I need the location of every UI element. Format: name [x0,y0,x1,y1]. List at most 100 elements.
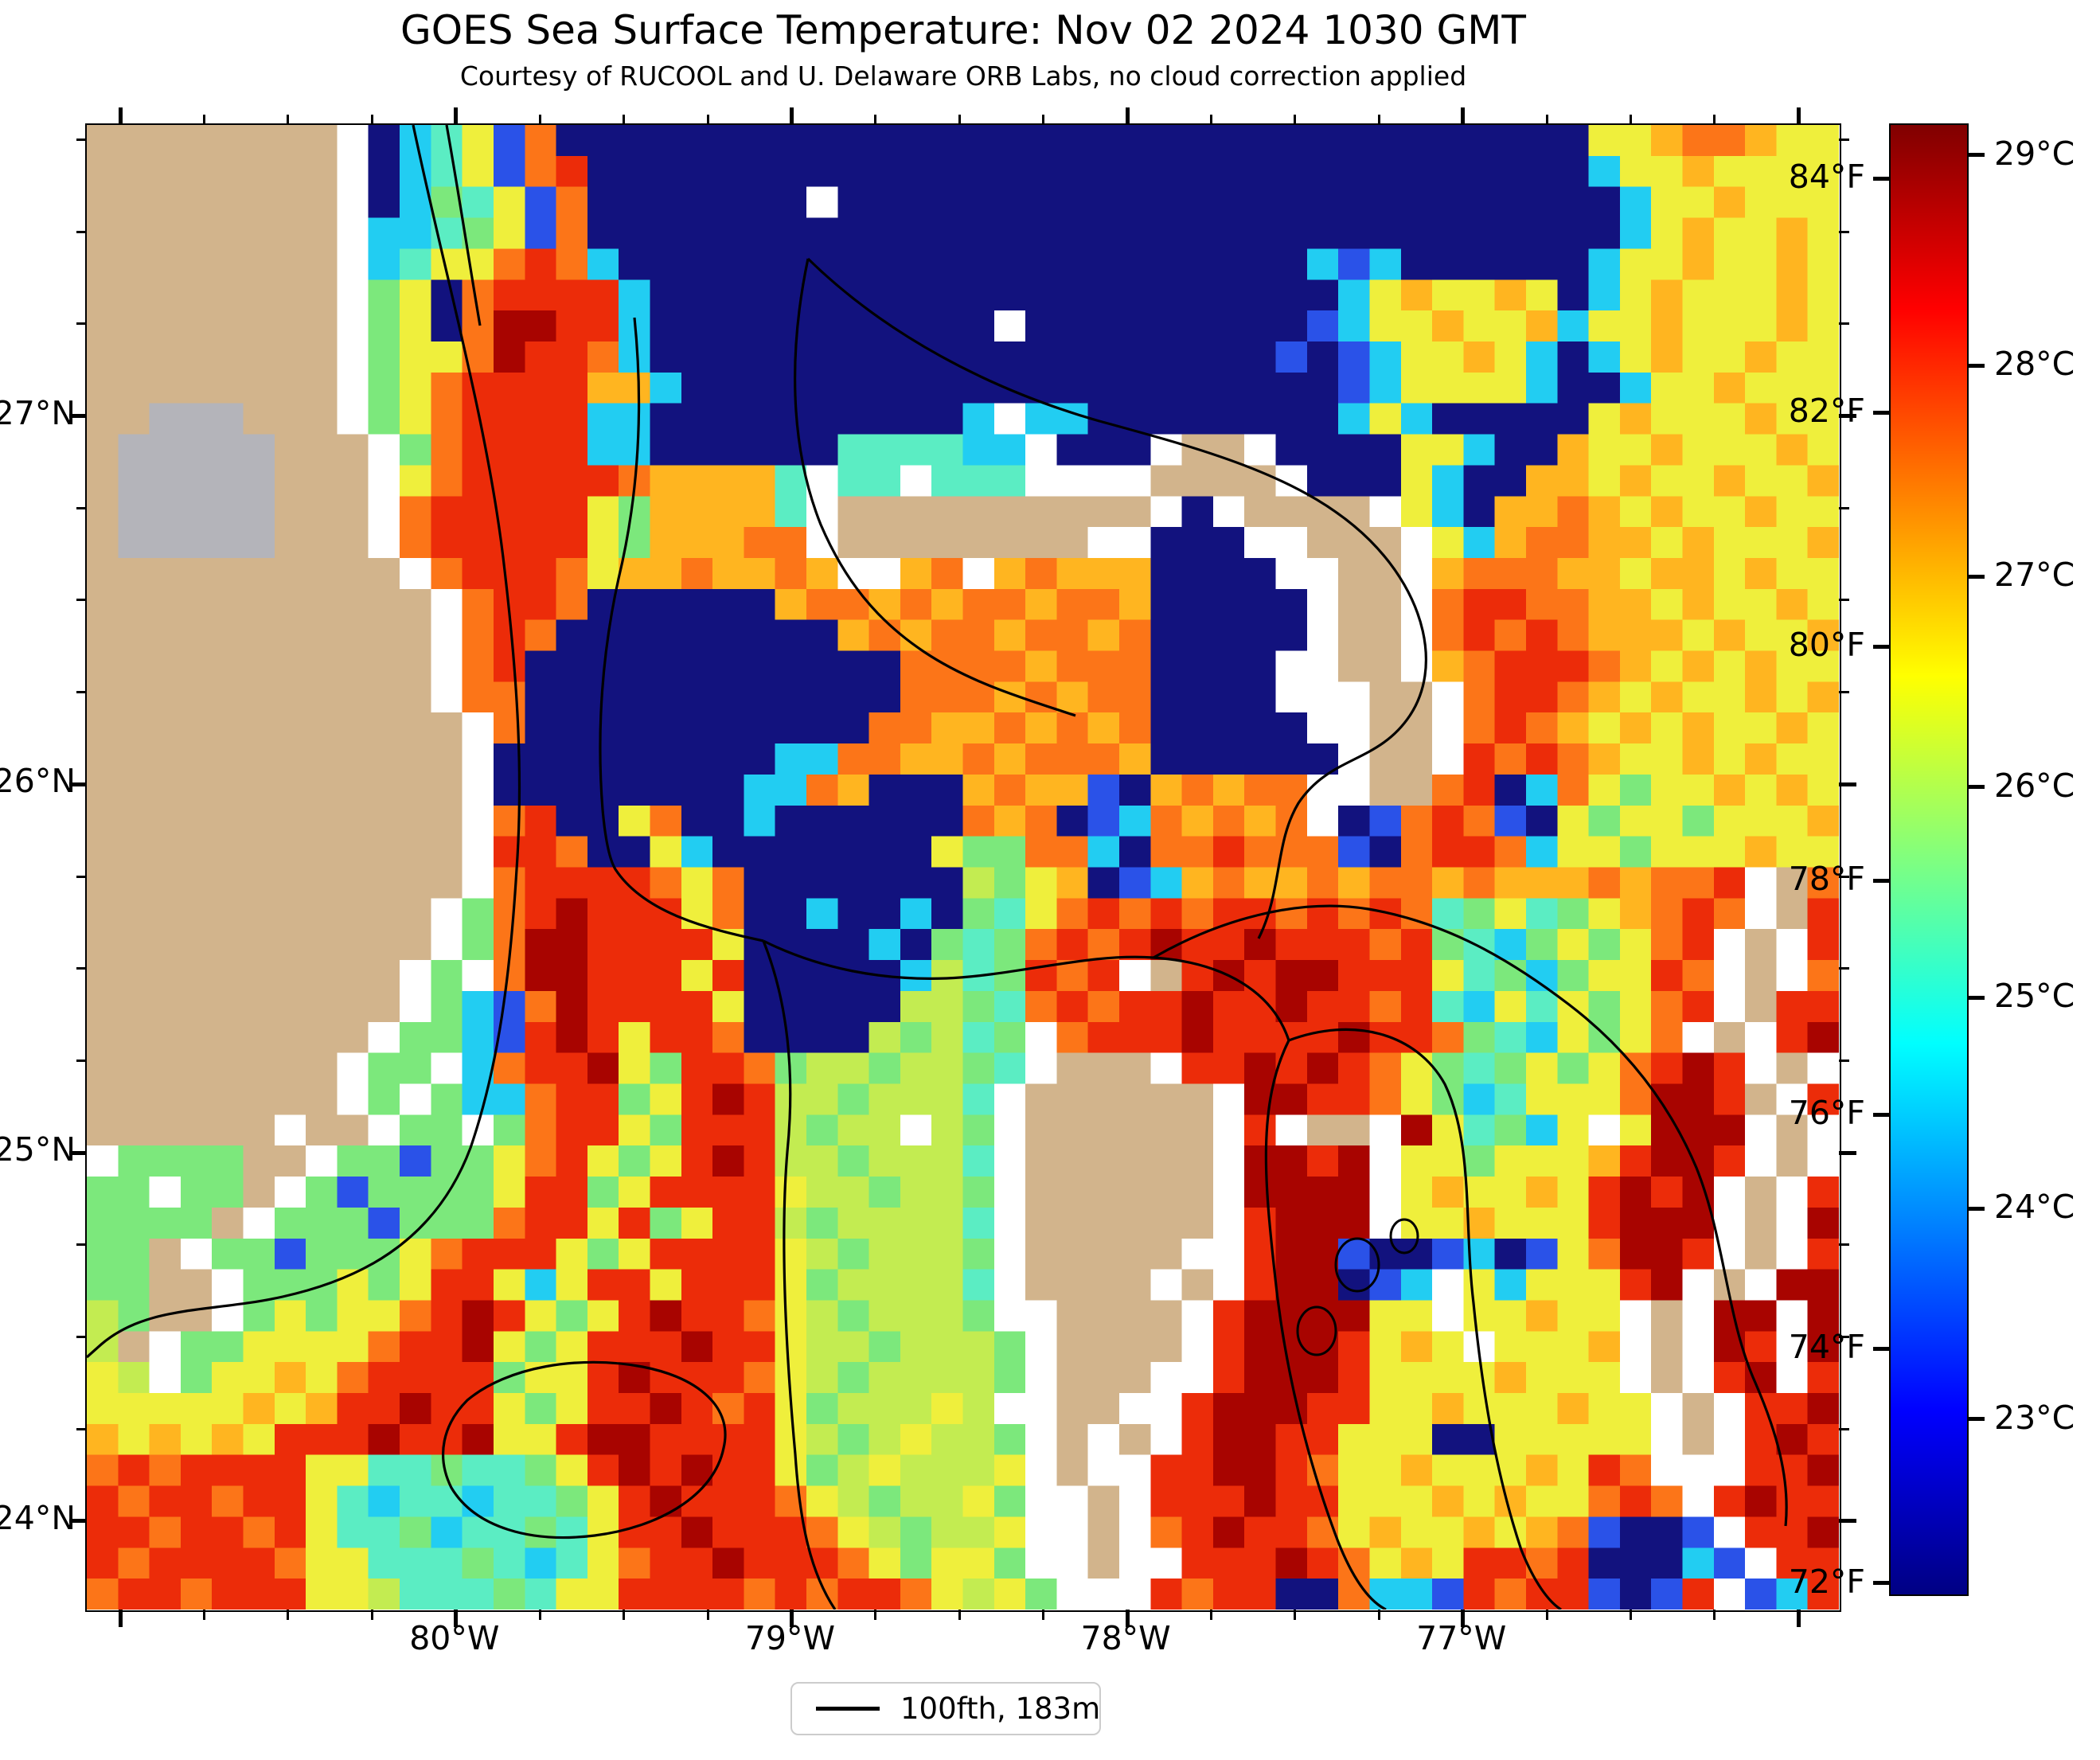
sst-raster [87,125,1839,1610]
lon-tick-label: 78°W [1080,1619,1171,1657]
minor-top-tick [1294,115,1297,125]
colorbar-c-tick [1969,785,1985,790]
minor-bottom-tick [874,1610,877,1620]
minor-bottom-tick [623,1610,626,1620]
isobath-path [806,257,1427,939]
map-plot-area [69,107,1856,1627]
isobath-path [762,940,837,1610]
isobath-path [87,125,521,1359]
minor-top-tick [538,115,541,125]
major-left-tick [69,1150,87,1155]
minor-top-tick [1042,115,1045,125]
isobath-line-swatch [816,1707,880,1711]
minor-left-tick [76,506,87,509]
minor-top-tick [1377,115,1380,125]
isobath-path [1264,1040,1387,1610]
minor-bottom-tick [1630,1610,1633,1620]
isobath-path [442,1360,727,1540]
isobath-path [794,258,1076,717]
colorbar-f-tick [1873,644,1889,649]
minor-right-tick [1839,230,1849,233]
minor-bottom-tick [1042,1610,1045,1620]
colorbar-c-label: 26°C [1994,766,2075,805]
minor-left-tick [76,1427,87,1430]
major-left-tick [69,782,87,786]
major-right-tick [1839,782,1856,786]
minor-top-tick [1545,115,1548,125]
colorbar-c-tick [1969,1417,1985,1422]
minor-left-tick [76,139,87,141]
major-right-tick [1839,1150,1856,1155]
minor-right-tick [1839,691,1849,694]
minor-top-tick [1713,115,1716,125]
colorbar-c-label: 25°C [1994,977,2075,1016]
minor-top-tick [203,115,206,125]
major-bottom-tick [118,1610,123,1627]
minor-left-tick [76,599,87,602]
major-top-tick [1125,107,1130,125]
colorbar-c-label: 23°C [1994,1398,2075,1437]
colorbar-f-tick [1873,878,1889,883]
minor-top-tick [370,115,373,125]
minor-bottom-tick [1294,1610,1297,1620]
colorbar-f-label: 74°F [1788,1328,1865,1367]
colorbar-f-label: 72°F [1788,1562,1865,1601]
major-bottom-tick [1461,1610,1466,1627]
minor-right-tick [1839,599,1849,602]
major-bottom-tick [1796,1610,1801,1627]
minor-right-tick [1839,139,1849,141]
major-top-tick [789,107,794,125]
legend-label: 100fth, 183m [900,1692,1101,1726]
major-right-tick [1839,414,1856,419]
minor-top-tick [958,115,961,125]
lat-tick-label: 27°N [0,393,76,432]
major-left-tick [69,1519,87,1524]
minor-left-tick [76,967,87,970]
lat-tick-label: 24°N [0,1498,76,1537]
colorbar-c-label: 28°C [1994,345,2075,384]
minor-right-tick [1839,875,1849,878]
colorbar-c-tick [1969,574,1985,579]
colorbar-f-label: 82°F [1788,392,1865,431]
major-top-tick [118,107,123,125]
colorbar-f-label: 76°F [1788,1094,1865,1133]
major-bottom-tick [454,1610,459,1627]
isobath-path [763,939,1290,1041]
isobath-path [1153,904,1788,1527]
minor-left-tick [76,875,87,878]
major-top-tick [1461,107,1466,125]
colorbar-c-label: 27°C [1994,556,2075,595]
colorbar-f-label: 84°F [1788,158,1865,197]
lat-tick-label: 26°N [0,762,76,801]
minor-left-tick [76,322,87,326]
major-bottom-tick [789,1610,794,1627]
isobath-path [445,125,482,326]
isobath-oval [1334,1237,1380,1293]
figure-subtitle: Courtesy of RUCOOL and U. Delaware ORB L… [459,60,1467,92]
colorbar-f-tick [1873,1112,1889,1117]
minor-right-tick [1839,1427,1849,1430]
colorbar-f-label: 78°F [1788,860,1865,899]
minor-right-tick [1839,1243,1849,1247]
major-top-tick [1796,107,1801,125]
minor-bottom-tick [287,1610,290,1620]
lat-tick-label: 25°N [0,1130,76,1169]
lon-tick-label: 80°W [409,1619,500,1657]
minor-bottom-tick [1545,1610,1548,1620]
minor-bottom-tick [370,1610,373,1620]
minor-left-tick [76,1059,87,1062]
minor-bottom-tick [203,1610,206,1620]
minor-left-tick [76,230,87,233]
colorbar-f-label: 80°F [1788,626,1865,665]
colorbar-c-tick [1969,995,1985,1000]
lon-tick-label: 77°W [1416,1619,1507,1657]
minor-top-tick [706,115,709,125]
minor-right-tick [1839,967,1849,970]
minor-right-tick [1839,506,1849,509]
minor-bottom-tick [1377,1610,1380,1620]
colorbar-f-tick [1873,176,1889,181]
colorbar: 84°F 82°F 80°F 78°F 76°F 74°F 72°F 29°C 28°C 27°C… [1789,123,2075,1601]
colorbar-c-tick [1969,1206,1985,1211]
minor-right-tick [1839,322,1849,326]
